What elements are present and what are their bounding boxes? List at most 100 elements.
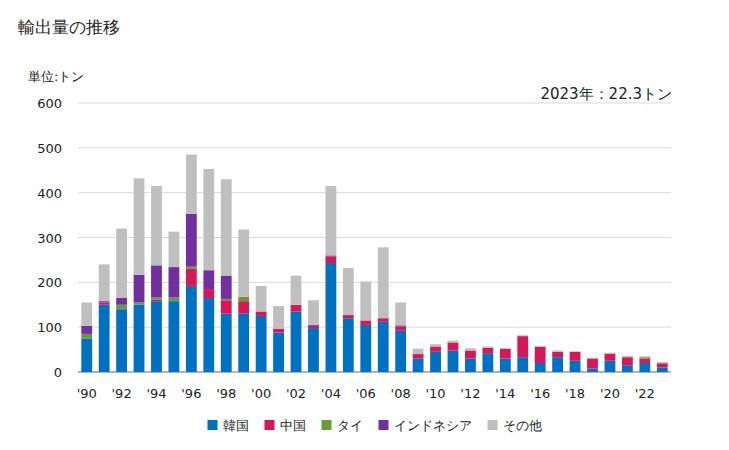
bar xyxy=(430,352,441,372)
bar xyxy=(186,155,197,214)
bar xyxy=(587,357,598,359)
bar xyxy=(482,346,493,347)
grid-line xyxy=(78,327,671,328)
x-tick-label: '20 xyxy=(600,386,620,401)
bar xyxy=(116,298,127,305)
bar xyxy=(482,347,493,348)
bar xyxy=(151,265,162,297)
bar xyxy=(587,368,598,372)
bar xyxy=(308,328,319,372)
bar xyxy=(552,357,563,372)
legend-swatch xyxy=(208,420,218,430)
title: 輸出量の推移 xyxy=(18,17,120,37)
bar xyxy=(291,276,302,305)
bar xyxy=(639,356,650,358)
bar xyxy=(552,351,563,352)
grid-line xyxy=(78,103,671,104)
bar xyxy=(413,359,424,372)
bar xyxy=(203,289,214,298)
legend-label: インドネシア xyxy=(394,418,472,433)
bar xyxy=(134,178,145,274)
bar xyxy=(151,301,162,372)
bar xyxy=(657,362,668,364)
bar xyxy=(343,268,354,315)
bar xyxy=(570,351,581,352)
bar xyxy=(273,329,284,333)
bar xyxy=(517,357,528,372)
bar xyxy=(273,306,284,329)
legend-swatch xyxy=(322,420,332,430)
bar xyxy=(517,335,528,337)
x-tick-label: '14 xyxy=(495,386,515,401)
bar xyxy=(639,363,650,372)
bar xyxy=(116,305,127,309)
bar xyxy=(395,303,406,326)
legend: 韓国中国タイインドネシアその他 xyxy=(208,418,542,433)
bar xyxy=(552,351,563,352)
chart: 輸出量の推移単位:トン2023年：22.3トン01002003004005006… xyxy=(0,0,729,450)
bar xyxy=(308,325,319,326)
x-tick-label: '94 xyxy=(146,386,166,401)
x-tick-label: '90 xyxy=(77,386,97,401)
x-tick-label: '02 xyxy=(286,386,306,401)
bar xyxy=(221,314,232,372)
y-tick-label: 600 xyxy=(37,96,62,111)
bar xyxy=(169,267,180,297)
bar xyxy=(552,352,563,357)
bar xyxy=(325,256,336,263)
bar xyxy=(81,303,92,326)
bar xyxy=(116,309,127,372)
bar xyxy=(151,300,162,301)
bar xyxy=(413,349,424,354)
bar xyxy=(605,352,616,354)
bar xyxy=(169,301,180,372)
bar xyxy=(134,305,145,372)
x-tick-label: '92 xyxy=(112,386,132,401)
grid-line xyxy=(78,237,671,238)
bar xyxy=(448,342,459,350)
bar xyxy=(81,326,92,334)
bar xyxy=(238,229,249,296)
y-tick-label: 200 xyxy=(37,275,62,290)
x-tick-label: '12 xyxy=(460,386,480,401)
grid-line xyxy=(78,282,671,283)
bar xyxy=(482,347,493,348)
bar xyxy=(552,350,563,351)
bar xyxy=(186,214,197,267)
bar xyxy=(605,354,616,361)
x-tick-label: '04 xyxy=(321,386,341,401)
bar xyxy=(360,325,371,372)
bar xyxy=(343,318,354,372)
bar xyxy=(517,336,528,337)
bar xyxy=(99,264,110,301)
bar xyxy=(308,326,319,328)
y-tick-label: 400 xyxy=(37,186,62,201)
legend-label: 韓国 xyxy=(223,418,249,433)
legend-label: タイ xyxy=(337,418,363,433)
bar xyxy=(657,362,668,363)
y-tick-label: 300 xyxy=(37,231,62,246)
bar xyxy=(657,363,668,367)
bar xyxy=(465,359,476,372)
y-tick-label: 100 xyxy=(37,320,62,335)
bar xyxy=(622,357,633,365)
bar xyxy=(99,301,110,302)
bar xyxy=(256,286,267,312)
bar xyxy=(500,359,511,372)
bar xyxy=(535,346,546,347)
bar xyxy=(169,232,180,267)
bar xyxy=(622,356,633,357)
bar xyxy=(465,350,476,358)
bar xyxy=(413,354,424,358)
bar xyxy=(395,331,406,372)
bar xyxy=(134,303,145,305)
bar xyxy=(291,311,302,372)
x-tick-label: '06 xyxy=(356,386,376,401)
bar xyxy=(308,300,319,325)
bar xyxy=(99,302,110,303)
bar xyxy=(378,247,389,318)
bar xyxy=(482,353,493,372)
bar xyxy=(395,326,406,330)
bar xyxy=(535,363,546,372)
legend-label: 中国 xyxy=(280,418,306,433)
